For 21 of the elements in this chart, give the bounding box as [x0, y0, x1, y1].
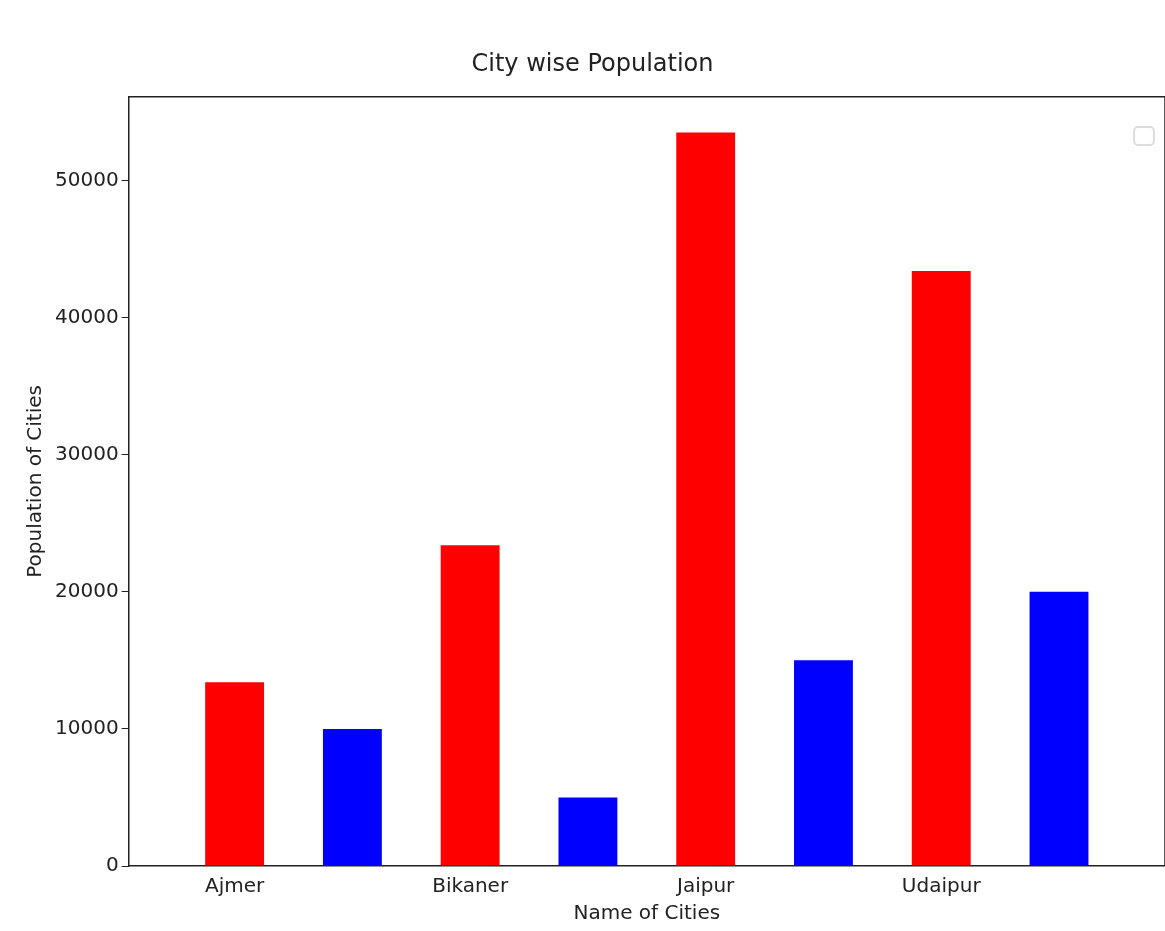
y-tick-label: 20000 — [55, 577, 119, 602]
bar — [558, 797, 618, 866]
x-tick-label: Jaipur — [675, 873, 736, 898]
y-tick-label: 10000 — [55, 715, 119, 740]
x-axis-title: Name of Cities — [573, 900, 721, 925]
bar — [322, 728, 382, 866]
x-tick-label: Ajmer — [204, 873, 266, 898]
y-axis-title: Population of Cities — [22, 385, 47, 578]
y-tick-label: 30000 — [55, 440, 119, 465]
bar — [440, 545, 500, 866]
bar — [1029, 591, 1089, 866]
y-tick-label: 0 — [105, 852, 119, 877]
bar — [205, 682, 265, 866]
bar — [676, 132, 736, 866]
y-tick-label: 40000 — [55, 303, 119, 328]
bar — [794, 660, 853, 866]
y-tick-label: 50000 — [55, 166, 119, 191]
x-tick-label: Bikaner — [432, 873, 509, 898]
chart-title: City wise Population — [471, 48, 714, 77]
bar — [911, 270, 971, 866]
x-tick-label: Udaipur — [901, 873, 982, 898]
